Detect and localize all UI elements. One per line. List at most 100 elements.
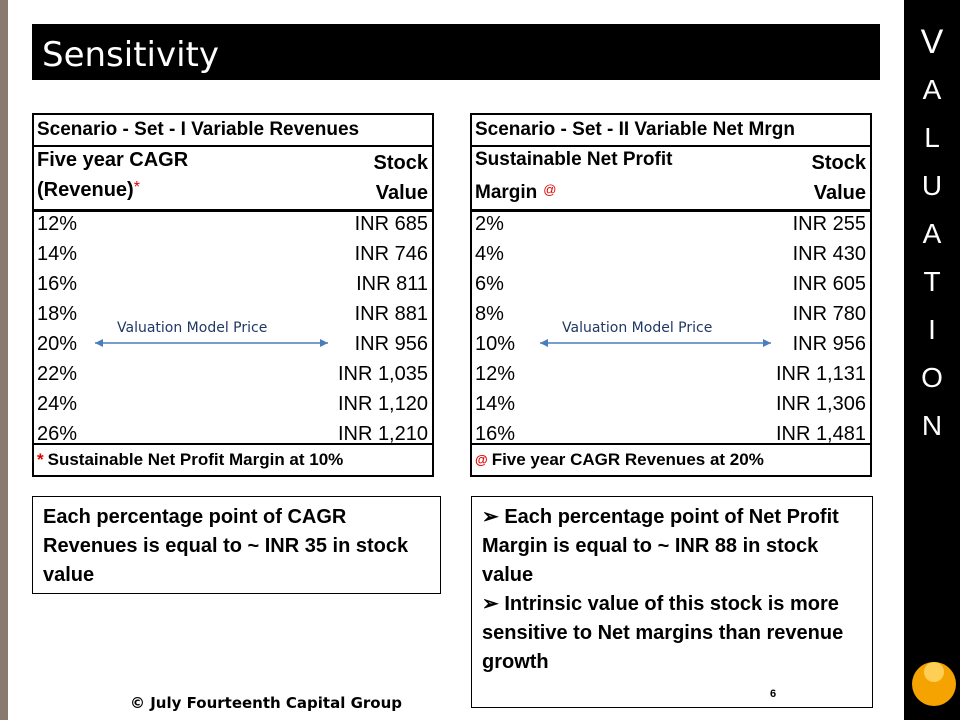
row-label: 16% xyxy=(475,423,516,445)
side-letter: L xyxy=(924,122,940,153)
table-row: 12% INR 685 xyxy=(34,209,432,239)
table-header: Sustainable Net Profit Margin @ Stock Value xyxy=(472,145,870,212)
bullet: ➢ Each percentage point of Net Profit Ma… xyxy=(482,503,862,590)
row-value: INR 811 xyxy=(356,273,428,295)
bullet: ➢ Intrinsic value of this stock is more … xyxy=(482,590,862,677)
row-value: INR 956 xyxy=(354,333,428,355)
side-letter: A xyxy=(922,74,942,105)
row-label: 6% xyxy=(475,273,504,295)
table-row: 26% INR 1,210 xyxy=(34,419,432,449)
footnote-mark: @ xyxy=(475,452,488,467)
table-row: 18% INR 881 xyxy=(34,299,432,329)
row-value: INR 255 xyxy=(792,213,866,235)
table-row: 14% INR 746 xyxy=(34,239,432,269)
table-row: 4% INR 430 xyxy=(472,239,870,269)
table-row: 6% INR 605 xyxy=(472,269,870,299)
title-bar: Sensitivity xyxy=(32,24,880,80)
row-value: INR 746 xyxy=(354,243,428,265)
table-row: 10% INR 956 xyxy=(472,329,870,359)
row-value: INR 1,131 xyxy=(775,363,866,385)
note-box: ➢ Each percentage point of Net Profit Ma… xyxy=(471,496,873,708)
row-value: INR 685 xyxy=(354,213,428,235)
header-col1-line1: Five year CAGR xyxy=(37,149,189,171)
page-number: 6 xyxy=(770,688,777,700)
header-col2-line2: Value xyxy=(375,182,428,204)
table-header: Five year CAGR (Revenue)* Stock Value xyxy=(34,145,432,212)
row-label: 14% xyxy=(37,243,78,265)
row-label: 4% xyxy=(475,243,504,265)
row-label: 8% xyxy=(475,303,504,325)
row-value: INR 956 xyxy=(792,333,866,355)
logo xyxy=(912,662,956,706)
bullet: Each percentage point of CAGR Revenues i… xyxy=(43,503,430,590)
side-letter: I xyxy=(928,314,936,345)
table-row: 22% INR 1,035 xyxy=(34,359,432,389)
footnote-text: Five year CAGR Revenues at 20% xyxy=(491,450,764,469)
table-row: 24% INR 1,120 xyxy=(34,389,432,419)
note-box: Each percentage point of CAGR Revenues i… xyxy=(32,496,441,594)
row-label: 20% xyxy=(37,333,78,355)
row-value: INR 780 xyxy=(792,303,866,325)
side-letter: U xyxy=(921,170,943,201)
footnote: * Sustainable Net Profit Margin at 10% xyxy=(34,443,432,475)
row-label: 22% xyxy=(37,363,78,385)
bullet-text: Each percentage point of CAGR Revenues i… xyxy=(43,506,409,586)
side-letter: O xyxy=(921,362,943,393)
bullet-icon: ➢ xyxy=(482,506,505,528)
row-value: INR 1,306 xyxy=(775,393,866,415)
annotation: Valuation Model Price xyxy=(117,320,268,336)
header-mark: @ xyxy=(543,182,557,197)
header-col1-line2-wrap: Margin @ xyxy=(475,182,556,204)
row-label: 10% xyxy=(475,333,516,355)
footnote-text: Sustainable Net Profit Margin at 10% xyxy=(47,450,344,469)
row-label: 12% xyxy=(37,213,78,235)
row-value: INR 881 xyxy=(354,303,428,325)
header-col1-line2: (Revenue) xyxy=(37,179,134,201)
table-title: Scenario - Set - II Variable Net Mrgn xyxy=(472,115,870,147)
table-row: 8% INR 780 xyxy=(472,299,870,329)
row-label: 18% xyxy=(37,303,78,325)
bullet-text: Each percentage point of Net Profit Marg… xyxy=(482,506,839,586)
header-mark: * xyxy=(133,179,140,196)
side-letter: V xyxy=(920,23,944,61)
table-row: 20% INR 956 xyxy=(34,329,432,359)
bullet-icon: ➢ xyxy=(482,593,505,615)
header-col2-line1: Stock xyxy=(811,152,866,174)
row-label: 26% xyxy=(37,423,78,445)
table: Scenario - Set - II Variable Net Mrgn Sus… xyxy=(470,113,872,477)
table-title: Scenario - Set - I Variable Revenues xyxy=(34,115,432,147)
row-value: INR 1,210 xyxy=(337,423,428,445)
header-col2-line1: Stock xyxy=(373,152,428,174)
header-col1-line1: Sustainable Net Profit xyxy=(475,149,673,170)
row-label: 16% xyxy=(37,273,78,295)
side-letter: A xyxy=(922,218,942,249)
table: Scenario - Set - I Variable Revenues Five… xyxy=(32,113,434,477)
title: Sensitivity xyxy=(42,35,220,75)
row-label: 12% xyxy=(475,363,516,385)
bullet-text: Intrinsic value of this stock is more se… xyxy=(482,593,844,673)
table-row: 12% INR 1,131 xyxy=(472,359,870,389)
header-col2-line2: Value xyxy=(813,182,866,204)
table-row: 16% INR 811 xyxy=(34,269,432,299)
header-col1-line2: Margin xyxy=(475,182,538,203)
side-letter: N xyxy=(921,410,943,441)
row-value: INR 605 xyxy=(792,273,866,295)
table-row: 16% INR 1,481 xyxy=(472,419,870,449)
row-value: INR 1,120 xyxy=(337,393,428,415)
footnote-mark: * xyxy=(37,450,44,469)
row-value: INR 1,035 xyxy=(337,363,428,385)
row-value: INR 430 xyxy=(792,243,866,265)
row-value: INR 1,481 xyxy=(775,423,866,445)
table-row: 14% INR 1,306 xyxy=(472,389,870,419)
left-stripe xyxy=(0,0,8,720)
row-label: 14% xyxy=(475,393,516,415)
footnote: @ Five year CAGR Revenues at 20% xyxy=(472,443,870,475)
header-col1-line2-wrap: (Revenue)* xyxy=(37,179,140,202)
table-row: 2% INR 255 xyxy=(472,209,870,239)
copyright: © July Fourteenth Capital Group xyxy=(130,694,403,712)
side-letter: T xyxy=(923,266,941,297)
annotation: Valuation Model Price xyxy=(562,320,713,336)
row-label: 2% xyxy=(475,213,504,235)
